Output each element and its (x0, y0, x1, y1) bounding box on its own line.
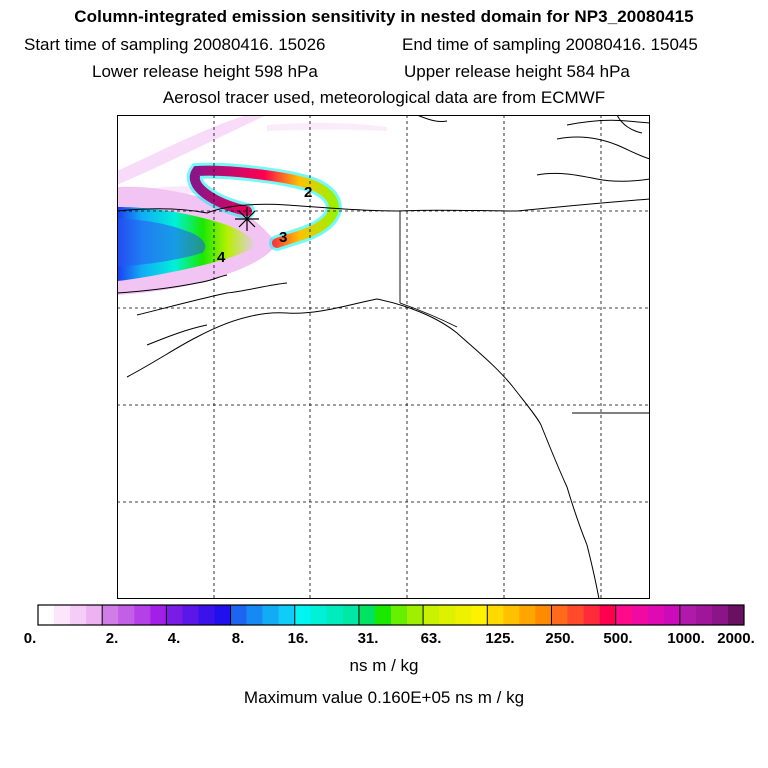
colorbar-swatch (102, 605, 119, 625)
colorbar-tick-label: 2000. (717, 630, 755, 647)
end-time-label: End time of sampling 20080416. 15045 (402, 35, 698, 54)
start-time-label: Start time of sampling 20080416. 15026 (24, 35, 326, 54)
tracer-info-label: Aerosol tracer used, meteorological data… (162, 88, 606, 107)
colorbar-swatch (551, 605, 568, 625)
plot-title: Column-integrated emission sensitivity i… (74, 7, 694, 26)
colorbar-swatch (374, 605, 392, 625)
sensitivity-map: 2 3 4 (117, 115, 650, 599)
age-marker-4: 4 (217, 249, 226, 266)
colorbar-swatch (166, 605, 183, 625)
colorbar-swatch (487, 605, 504, 625)
faint-plume-north (117, 115, 267, 185)
colorbar-swatch (134, 605, 151, 625)
colorbar-tick-label: 4. (167, 630, 181, 647)
colorbar-tick-label: 500. (603, 630, 633, 647)
colorbar-swatch (70, 605, 87, 625)
colorbar-swatch (294, 605, 312, 625)
colorbar-swatch (86, 605, 103, 625)
colorbar-swatch (695, 605, 713, 625)
colorbar-swatch (455, 605, 472, 625)
colorbar-swatch (358, 605, 376, 625)
colorbar-swatch (439, 605, 456, 625)
colorbar-swatch (535, 605, 552, 625)
release-point-star (235, 207, 259, 231)
colorbar-swatch (230, 605, 247, 625)
political-borders (399, 211, 650, 414)
colorbar-swatch (519, 605, 536, 625)
colorbar-swatch (326, 605, 344, 625)
colorbar-units: ns m / kg (349, 656, 419, 675)
colorbar-swatch (118, 605, 135, 625)
map-frame (117, 115, 650, 599)
colorbar-tick-label: 2. (105, 630, 119, 647)
colorbar-swatch (599, 605, 616, 625)
colorbar-swatch (727, 605, 745, 625)
maximum-value-label: Maximum value 0.160E+05 ns m / kg (243, 688, 525, 707)
colorbar-tick-label: 0. (23, 630, 37, 647)
colorbar-swatch (246, 605, 263, 625)
colorbar-swatch (391, 605, 408, 625)
age-marker-3: 3 (279, 229, 287, 246)
colorbar-swatch (342, 605, 360, 625)
age-marker-2: 2 (304, 184, 312, 201)
lat-lon-grid (117, 115, 650, 599)
colorbar-tick-label: 250. (545, 630, 575, 647)
colorbar-swatch (615, 605, 632, 625)
colorbar-tick-label: 125. (485, 630, 515, 647)
colorbar-swatch (471, 605, 488, 625)
colorbar-swatch (503, 605, 520, 625)
colorbar-swatch (182, 605, 199, 625)
colorbar-swatch (679, 605, 697, 625)
colorbar-swatch (711, 605, 729, 625)
colorbar-swatch (663, 605, 681, 625)
colorbar-swatch (407, 605, 424, 625)
colorbar-swatch (310, 605, 328, 625)
colorbar-frame (37, 604, 745, 626)
colorbar (37, 604, 745, 626)
colorbar-swatch (150, 605, 167, 625)
colorbar-swatch (423, 605, 440, 625)
colorbar-swatch (262, 605, 279, 625)
colorbar-swatch (198, 605, 215, 625)
colorbar-tick-label: 31. (357, 630, 379, 647)
colorbar-tick-label: 8. (231, 630, 245, 647)
colorbar-tick-label: 16. (287, 630, 309, 647)
colorbar-swatch (278, 605, 296, 625)
colorbar-swatch (54, 605, 71, 625)
colorbar-tick-label: 1000. (667, 630, 705, 647)
lower-release-height-label: Lower release height 598 hPa (92, 62, 318, 81)
upper-release-height-label: Upper release height 584 hPa (404, 62, 630, 81)
colorbar-swatch (38, 605, 55, 625)
colorbar-swatch (647, 605, 665, 625)
colorbar-swatch (631, 605, 649, 625)
colorbar-swatch (583, 605, 600, 625)
colorbar-tick-label: 63. (420, 630, 442, 647)
colorbar-swatch (567, 605, 584, 625)
colorbar-swatch (214, 605, 231, 625)
